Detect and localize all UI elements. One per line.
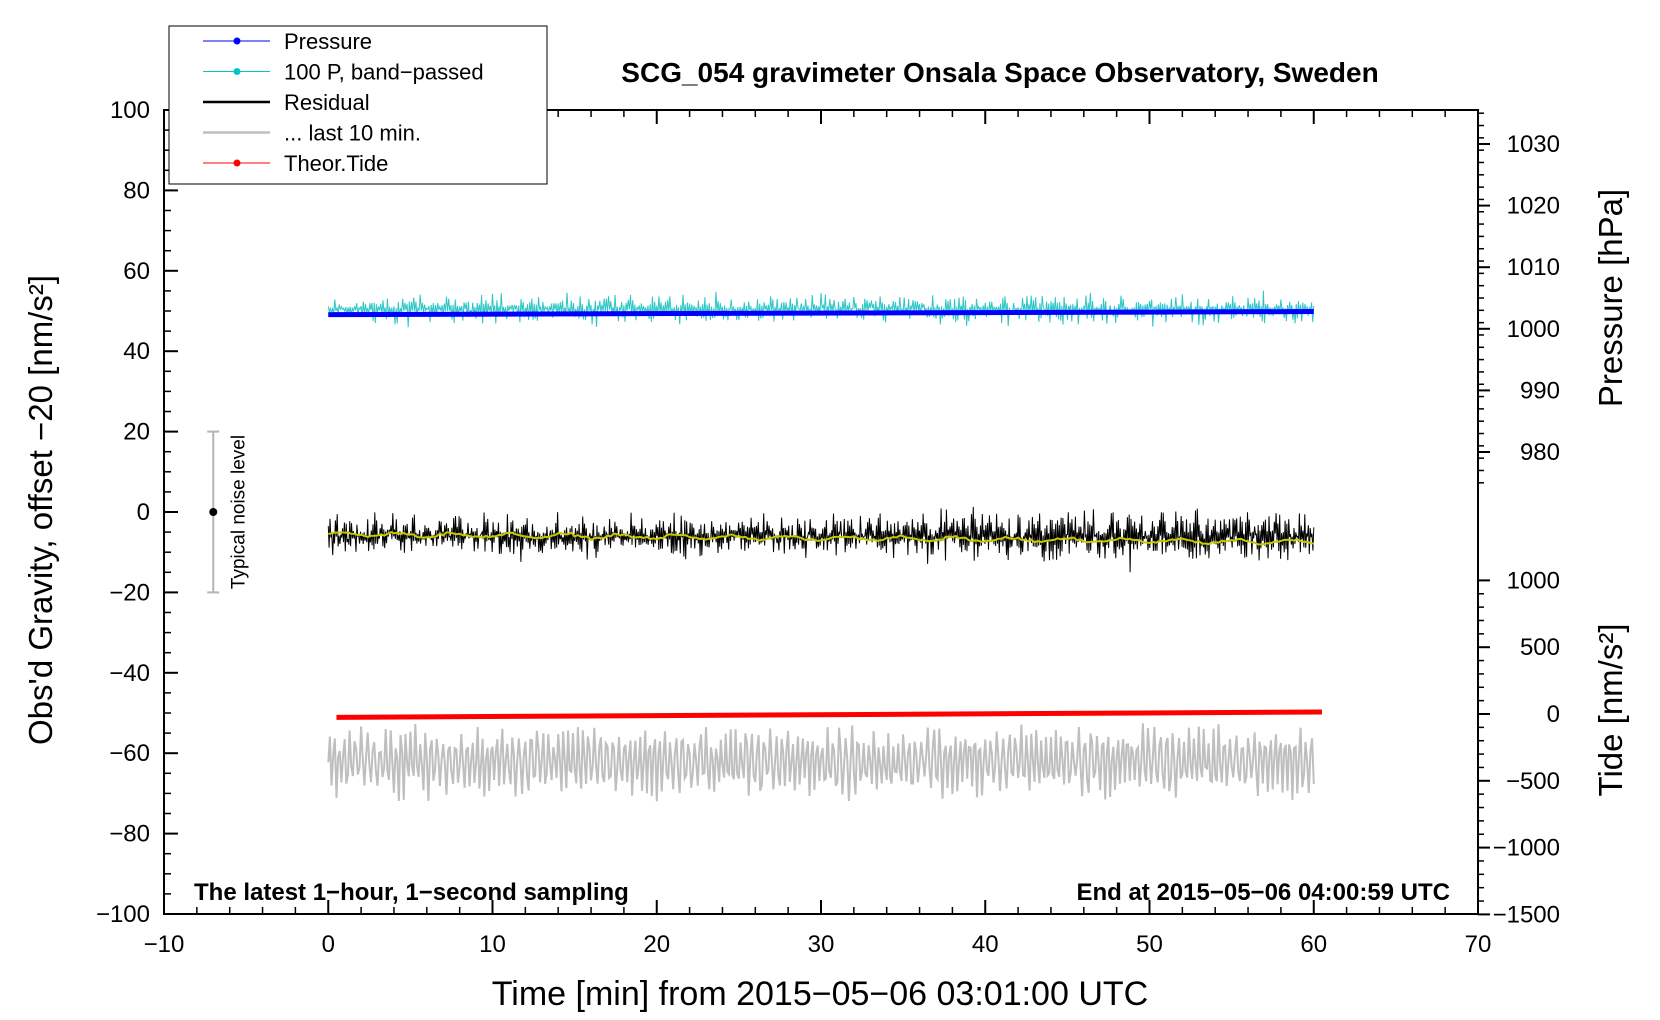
pressure-tick-label: 1000 — [1507, 316, 1560, 343]
legend-marker — [233, 159, 241, 167]
noise-level-label: Typical noise level — [228, 435, 249, 589]
x-tick-label: 20 — [643, 931, 670, 958]
y-axis-label-tide: Tide [nm/s²] — [1592, 624, 1629, 797]
legend-label: 100 P, band−passed — [284, 60, 484, 85]
y-tick-label: −60 — [109, 740, 150, 767]
tide-tick-label: 0 — [1547, 701, 1560, 728]
y-tick-label: 0 — [137, 499, 150, 526]
noise-bar-center — [209, 508, 218, 516]
y-axis-label-pressure: Pressure [hPa] — [1592, 189, 1629, 407]
pressure-tick-label: 980 — [1520, 439, 1560, 466]
y-tick-label: −80 — [109, 821, 150, 848]
series-last-10-min — [327, 723, 1315, 802]
y-tick-label: −20 — [109, 579, 150, 606]
pressure-tick-label: 990 — [1520, 377, 1560, 404]
y-tick-label: −100 — [96, 901, 150, 928]
series-theoretical-tide — [336, 709, 1322, 720]
series-layer — [327, 290, 1322, 802]
y-axis-label-left: Obs'd Gravity, offset −20 [nm/s²] — [22, 275, 59, 745]
series-bandpassed-pressure — [327, 290, 1315, 328]
tide-tick-label: −1500 — [1493, 901, 1560, 928]
y-tick-label: 60 — [123, 258, 150, 285]
x-tick-label: 60 — [1300, 931, 1327, 958]
chart-title: SCG_054 gravimeter Onsala Space Observat… — [621, 57, 1378, 88]
x-tick-label: 70 — [1465, 931, 1492, 958]
series-pressure — [328, 309, 1314, 318]
pressure-tick-label: 1020 — [1507, 193, 1560, 220]
legend-label: Theor.Tide — [284, 151, 388, 176]
legend-label: Pressure — [284, 29, 372, 54]
end-time-annotation: End at 2015−05−06 04:00:59 UTC — [1076, 879, 1450, 906]
y-tick-label: 100 — [110, 97, 150, 124]
x-tick-label: 50 — [1136, 931, 1163, 958]
y-tick-label: 80 — [123, 177, 150, 204]
x-axis-label: Time [min] from 2015−05−06 03:01:00 UTC — [492, 975, 1148, 1013]
tide-tick-label: −1000 — [1493, 835, 1560, 862]
y-tick-label: 20 — [123, 419, 150, 446]
sampling-annotation: The latest 1−hour, 1−second sampling — [194, 879, 629, 906]
legend-label: ... last 10 min. — [284, 121, 421, 146]
legend-marker — [233, 68, 241, 75]
pressure-tick-label: 1030 — [1507, 131, 1560, 158]
pressure-tick-label: 1010 — [1507, 254, 1560, 281]
x-tick-label: 30 — [808, 931, 835, 958]
x-tick-label: 0 — [322, 931, 335, 958]
noise-level-bar: Typical noise level — [207, 430, 249, 594]
x-tick-label: −10 — [144, 931, 185, 958]
axis-ticks: −10 0 10 20 30 40 50 60 70−100−80−60−40−20020406… — [96, 97, 1560, 958]
series-residual-smoothed — [328, 531, 1314, 546]
legend-marker — [233, 37, 241, 45]
y-tick-label: −40 — [109, 660, 150, 687]
legend: Pressure 100 P, band−passed Residual ... la… — [168, 25, 548, 185]
legend-label: Residual — [284, 90, 370, 115]
tide-tick-label: −500 — [1506, 768, 1560, 795]
x-tick-label: 10 — [479, 931, 506, 958]
legend-box — [168, 25, 548, 185]
tide-tick-label: 500 — [1520, 634, 1560, 661]
y-tick-label: 40 — [123, 338, 150, 365]
tide-tick-label: 1000 — [1507, 567, 1560, 594]
x-tick-label: 40 — [972, 931, 999, 958]
